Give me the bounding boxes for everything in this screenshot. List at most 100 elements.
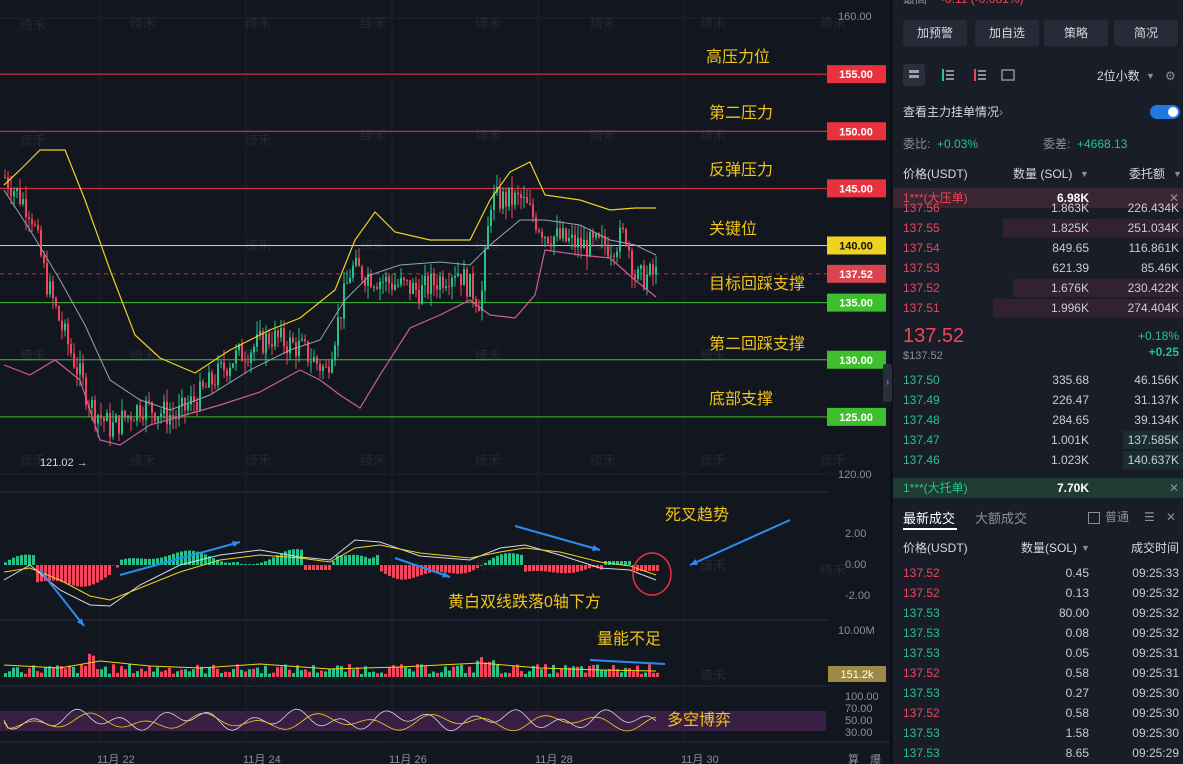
volume-bar	[8, 671, 11, 677]
checkbox[interactable]	[1088, 512, 1100, 524]
ask-total: 85.46K	[1140, 261, 1179, 275]
macd-histogram-bar	[340, 555, 343, 565]
add-watchlist-button[interactable]: 加自选	[975, 20, 1039, 46]
normal-label: 普通	[1105, 510, 1130, 524]
trade-time: 09:25:32	[1132, 586, 1179, 600]
candle-body	[490, 209, 492, 227]
bid-total: 31.137K	[1134, 393, 1179, 407]
volume-bar	[312, 665, 315, 677]
volume-bar	[456, 665, 459, 677]
candle-body	[586, 239, 588, 257]
filter-icon[interactable]: ☰	[1144, 510, 1155, 524]
trade-time: 09:25:30	[1132, 726, 1179, 740]
close-icon[interactable]: ✕	[1169, 191, 1180, 205]
tab-latest-trades[interactable]: 最新成交	[903, 511, 956, 526]
close-icon[interactable]: ✕	[1169, 481, 1180, 495]
bid-row[interactable]: 137.48 284.65 39.134K	[893, 410, 1183, 430]
volume-bar	[356, 667, 359, 677]
macd-histogram-bar	[396, 565, 399, 580]
ask-row[interactable]: 137.52 1.676K 230.422K	[893, 278, 1183, 298]
volume-bar	[488, 661, 491, 677]
strategy-button[interactable]: 策略	[1044, 20, 1108, 46]
alert-button[interactable]: 加预警	[903, 20, 967, 46]
view-both-icon[interactable]	[903, 64, 925, 86]
macd-histogram-bar	[244, 564, 247, 565]
depth-bar	[1123, 451, 1183, 469]
view-bids-icon[interactable]	[937, 64, 959, 86]
bid-row[interactable]: 137.49 226.47 31.137K	[893, 390, 1183, 410]
view-asks-icon[interactable]	[969, 64, 991, 86]
volume-bar	[416, 664, 419, 677]
ask-row[interactable]: 137.55 1.825K 251.034K	[893, 218, 1183, 238]
tab-large-trades[interactable]: 大额成交	[975, 511, 1028, 526]
ask-row[interactable]: 137.56 1.863K 226.434K	[893, 198, 1183, 218]
macd-histogram-bar	[568, 565, 571, 574]
candle-body	[25, 199, 27, 217]
macd-histogram-bar	[4, 562, 7, 565]
close-icon[interactable]: ✕	[1166, 510, 1177, 524]
watermark: 绮禾	[820, 453, 846, 468]
macd-histogram-bar	[576, 565, 579, 572]
trade-row[interactable]: 137.53 8.65 09:25:29	[893, 743, 1183, 763]
trade-row[interactable]: 137.53 1.58 09:25:30	[893, 723, 1183, 743]
candle-body	[457, 273, 459, 277]
volume-bar	[180, 669, 183, 677]
trade-row[interactable]: 137.53 0.27 09:25:30	[893, 683, 1183, 703]
trade-price: 137.53	[903, 626, 940, 640]
watermark: 绮禾	[130, 16, 156, 31]
macd-histogram-bar	[408, 565, 411, 579]
trade-header-qty[interactable]: 数量(SOL)	[1021, 541, 1078, 555]
ask-row[interactable]: 137.53 621.39 85.46K	[893, 258, 1183, 278]
candle-body	[532, 204, 534, 218]
depth-toggle[interactable]	[1150, 105, 1180, 119]
candle-body	[319, 363, 321, 371]
candle-body	[127, 415, 129, 418]
candle-body	[613, 255, 615, 257]
price-level-label: 140.00	[839, 241, 873, 253]
bid-row[interactable]: 137.46 1.023K 140.637K	[893, 450, 1183, 470]
macd-axis-label: 2.00	[845, 528, 866, 540]
trade-row[interactable]: 137.53 0.05 09:25:31	[893, 643, 1183, 663]
candle-body	[631, 250, 633, 276]
settings-gear-icon[interactable]: ⚙	[1165, 69, 1176, 83]
decimals-select[interactable]: 2位小数	[1097, 69, 1140, 83]
candle-body	[244, 361, 246, 363]
macd-histogram-bar	[448, 565, 451, 573]
volume-bar	[600, 669, 603, 677]
trade-row[interactable]: 137.53 80.00 09:25:32	[893, 603, 1183, 623]
bid-qty: 1.001K	[1050, 433, 1089, 447]
trade-price: 137.53	[903, 686, 940, 700]
macd-histogram-bar	[652, 565, 655, 571]
macd-histogram-bar	[588, 565, 591, 569]
trade-row[interactable]: 137.53 0.08 09:25:32	[893, 623, 1183, 643]
big-sell-row[interactable]: 1***(大压单) 6.98K ✕	[893, 188, 1183, 208]
volume-bar	[368, 672, 371, 677]
macd-histogram-bar	[44, 565, 47, 581]
overview-button[interactable]: 简况	[1114, 20, 1178, 46]
bid-row[interactable]: 137.47 1.001K 137.585K	[893, 430, 1183, 450]
big-buy-row[interactable]: 1***(大托单) 7.70K ✕	[893, 478, 1183, 498]
trade-row[interactable]: 137.52 0.45 09:25:33	[893, 563, 1183, 583]
ratio-value: +0.03%	[937, 137, 979, 151]
trade-row[interactable]: 137.52 0.58 09:25:30	[893, 703, 1183, 723]
depth-link[interactable]: 查看主力挂单情况	[903, 105, 1000, 119]
volume-bar	[584, 672, 587, 677]
price-chart[interactable]: 绮禾 绮禾 绮禾 绮禾 绮禾 绮禾 绮禾 绮禾 绮禾 绮禾 绮禾 绮禾 绮禾 绮禾 绮禾 绮禾 绮禾 绮禾 绮禾 绮禾…	[0, 0, 890, 764]
collapse-panel-handle[interactable]: ›	[883, 364, 892, 402]
ask-row[interactable]: 137.54 849.65 116.861K	[893, 238, 1183, 258]
ask-row[interactable]: 137.51 1.996K 274.404K	[893, 298, 1183, 318]
bid-row[interactable]: 137.50 335.68 46.156K	[893, 370, 1183, 390]
trade-row[interactable]: 137.52 0.58 09:25:31	[893, 663, 1183, 683]
candle-body	[604, 236, 606, 247]
candle-body	[352, 265, 354, 278]
annotation-key-level: 关键位	[709, 220, 757, 238]
depth-chart-icon[interactable]	[997, 64, 1019, 86]
macd-histogram-bar	[420, 565, 423, 576]
header-total[interactable]: 委托额	[1129, 167, 1166, 181]
macd-histogram-bar	[364, 556, 367, 565]
header-qty[interactable]: 数量 (SOL)	[1013, 167, 1073, 181]
candle-body	[52, 281, 54, 299]
trade-row[interactable]: 137.52 0.13 09:25:32	[893, 583, 1183, 603]
annotation-resistance-high: 高压力位	[706, 48, 770, 66]
